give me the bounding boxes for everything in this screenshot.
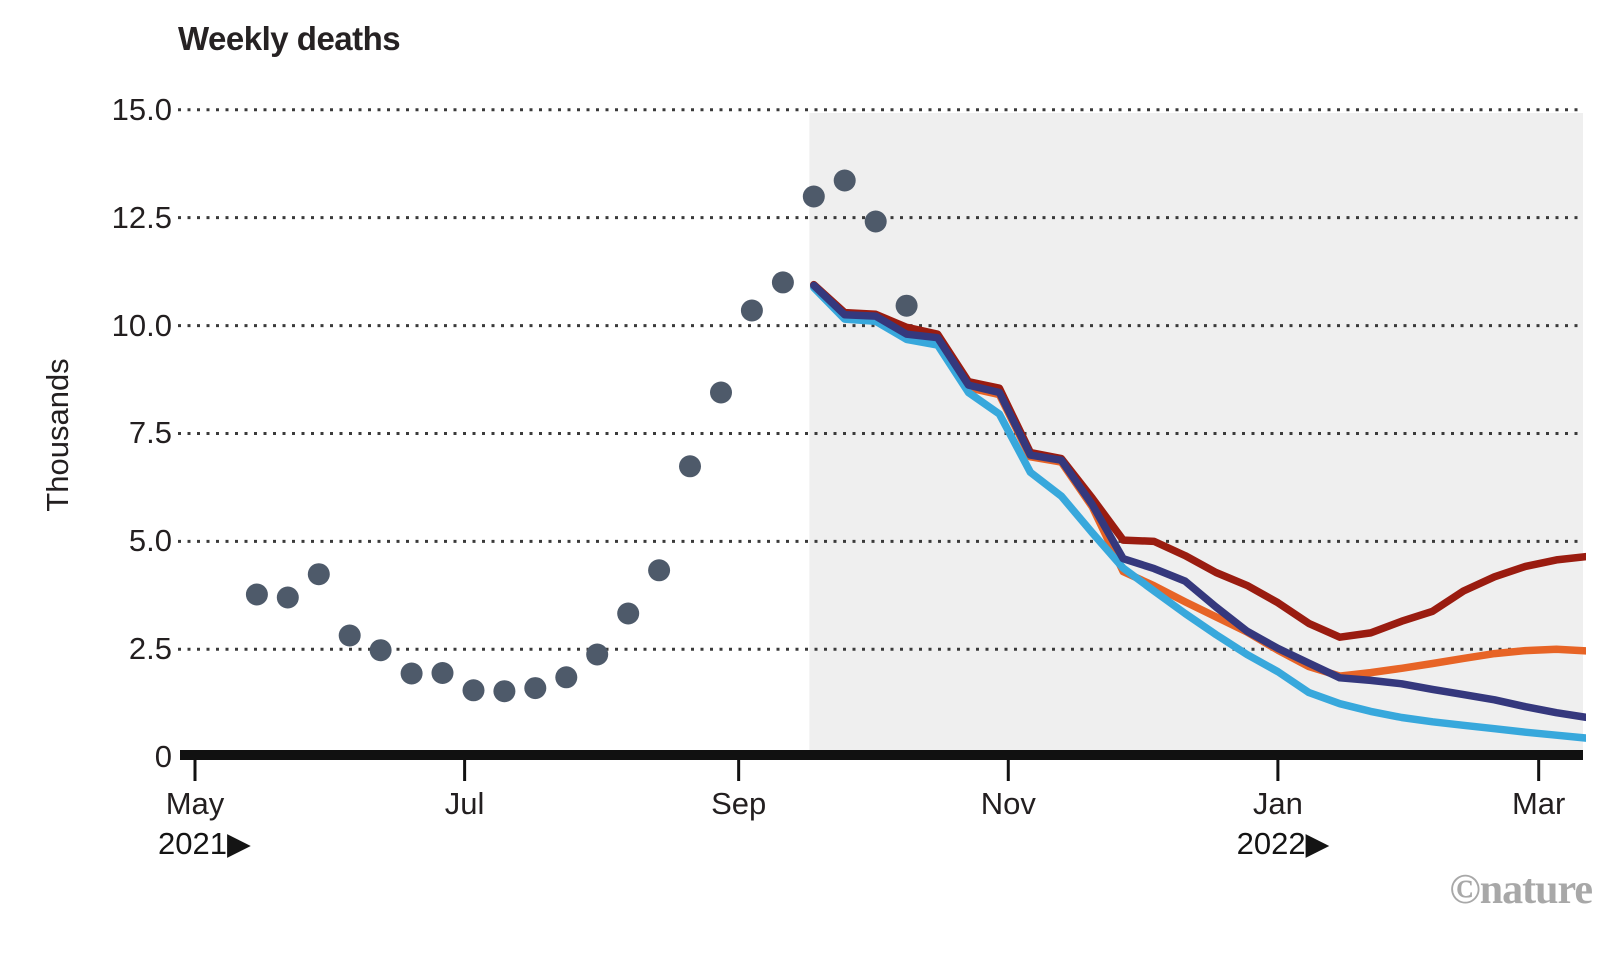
observed-dot: [617, 602, 640, 625]
x-axis-line: [180, 750, 1583, 760]
x-axis-year-2021: 2021▶: [158, 826, 251, 861]
observed-dot: [431, 662, 454, 684]
observed-dot: [802, 185, 825, 208]
y-tick-label-7.5: 7.5: [128, 415, 172, 451]
observed-dot: [245, 583, 268, 606]
x-tick-label-Sep: Sep: [711, 786, 767, 821]
x-tick-label-Mar: Mar: [1511, 786, 1566, 821]
x-axis-year-2022: 2022▶: [1236, 826, 1330, 861]
observed-dot: [710, 381, 732, 404]
x-tick-label-May: May: [165, 786, 225, 821]
observed-dot: [369, 639, 392, 662]
y-tick-label-5.0: 5.0: [128, 523, 172, 559]
observed-dot: [555, 666, 578, 689]
projection-navy-line: [810, 281, 1586, 722]
observed-dot: [771, 271, 794, 294]
observed-dot: [895, 294, 918, 317]
observed-dot: [833, 169, 856, 192]
observed-dot: [400, 662, 423, 685]
observed-dot: [462, 679, 485, 702]
observed-dot: [586, 643, 609, 666]
observed-dot: [493, 680, 516, 703]
observed-dot: [864, 210, 887, 233]
observed-dot: [679, 455, 701, 478]
observed-dot: [648, 559, 671, 582]
x-tick-label-Jan: Jan: [1252, 786, 1303, 821]
y-tick-label-10.0: 10.0: [111, 307, 172, 343]
y-tick-label-2.5: 2.5: [128, 631, 172, 667]
projection-shaded-region: [809, 113, 1583, 750]
x-tick-label-Nov: Nov: [980, 786, 1036, 821]
observed-dot: [524, 677, 547, 700]
y-tick-label-0: 0: [154, 739, 172, 775]
y-tick-label-15.0: 15.0: [111, 91, 172, 127]
observed-dot: [338, 624, 361, 647]
y-tick-label-12.5: 12.5: [111, 199, 172, 235]
observed-dot: [307, 563, 330, 586]
x-tick-label-Jul: Jul: [444, 786, 485, 821]
observed-dot: [276, 586, 299, 609]
nature-watermark: ©nature: [1449, 867, 1593, 913]
projection-light-blue-line: [810, 283, 1586, 742]
chart-title: Weekly deaths: [178, 20, 401, 57]
observed-dot: [740, 299, 763, 322]
